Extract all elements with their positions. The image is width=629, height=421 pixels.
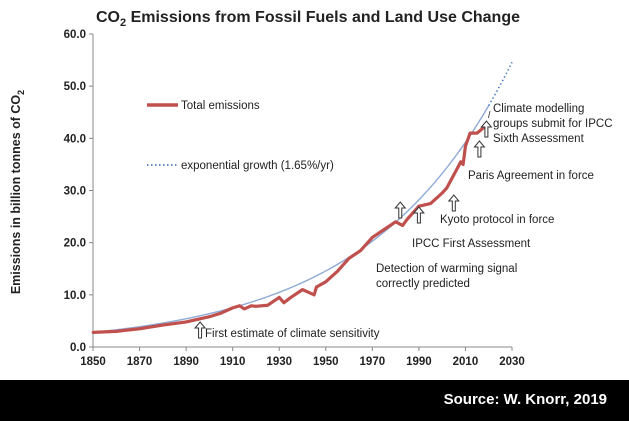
x-tick-label: 1870 (127, 356, 153, 368)
x-tick-label: 1910 (220, 356, 246, 368)
data-point (468, 131, 472, 135)
annotation-label: Climate modelling (493, 103, 584, 115)
annotation-arrow (412, 206, 425, 224)
x-tick-label: 1970 (360, 356, 386, 368)
annotation-label: Detection of warming signal (376, 263, 517, 275)
data-point (336, 269, 339, 273)
data-point (324, 280, 328, 284)
source-text: Source: W. Knorr, 2019 (443, 391, 607, 408)
annotation-leader (488, 110, 491, 119)
y-axis-label: Emissions in billion tonnes of CO2 (9, 90, 26, 294)
data-point (475, 131, 479, 135)
annotation-label: Paris Agreement in force (468, 170, 594, 182)
data-point (238, 304, 242, 308)
data-point (401, 224, 404, 227)
annotation-arrow (194, 321, 207, 339)
data-point (138, 327, 141, 331)
y-tick-label: 50.0 (64, 81, 86, 93)
annotation-arrow (394, 201, 407, 219)
series-total-emissions-line (92, 124, 488, 334)
data-point (370, 236, 374, 239)
annotation-arrow (480, 120, 493, 138)
x-tick-label: 1850 (80, 356, 106, 368)
x-tick-label: 1990 (406, 356, 432, 368)
data-point (282, 301, 286, 305)
legend-label-total: Total emissions (181, 100, 260, 112)
y-tick-label: 40.0 (64, 133, 86, 145)
data-point (394, 220, 398, 224)
data-point (277, 296, 281, 299)
x-tick-label: 1950 (313, 356, 339, 368)
series-exponential-line (92, 105, 490, 334)
data-point (207, 315, 211, 319)
annotation-label: IPCC First Assessment (412, 238, 531, 250)
legend-label-exponential: exponential growth (1.65%/yr) (181, 160, 334, 172)
data-point (219, 311, 223, 315)
annotation-arrow (447, 194, 460, 212)
data-point (440, 191, 444, 195)
data-point (347, 256, 351, 260)
series-exponential-dotted (488, 61, 513, 106)
data-point (359, 249, 363, 252)
data-point (254, 304, 258, 308)
chart-svg: CO2 Emissions from Fossil Fuels and Land… (9, 9, 613, 368)
x-tick-label: 1930 (266, 356, 292, 368)
data-point (417, 204, 421, 208)
data-point (429, 202, 432, 205)
data-point (445, 186, 449, 190)
annotation-label: Kyoto protocol in force (440, 214, 554, 226)
y-tick-label: 10.0 (64, 290, 86, 302)
x-tick-label: 1890 (173, 356, 199, 368)
annotation-label: Sixth Assessment (493, 133, 585, 145)
data-point (266, 303, 269, 307)
data-point (452, 173, 456, 177)
x-tick-label: 2030 (499, 356, 525, 368)
chart-area: CO2 Emissions from Fossil Fuels and Land… (9, 9, 613, 368)
data-point (461, 163, 465, 166)
data-point (249, 304, 253, 308)
data-point (464, 144, 467, 148)
annotation-label: groups submit for IPCC (493, 118, 613, 130)
data-point (459, 160, 463, 164)
annotation-arrow (473, 140, 486, 158)
data-point (231, 306, 235, 310)
data-point (242, 307, 246, 311)
data-point (91, 330, 95, 334)
annotation-label: First estimate of climate sensitivity (205, 328, 380, 340)
data-point (301, 288, 304, 292)
y-tick-label: 0.0 (70, 342, 86, 354)
data-point (184, 320, 188, 324)
data-point (315, 285, 318, 289)
y-tick-label: 30.0 (64, 186, 86, 198)
data-point (114, 329, 118, 333)
source-bar: Source: W. Knorr, 2019 (0, 380, 629, 421)
data-point (161, 323, 165, 327)
y-tick-label: 20.0 (64, 238, 86, 250)
chart-title: CO2 Emissions from Fossil Fuels and Land… (96, 9, 520, 29)
data-point (382, 228, 386, 232)
annotation-label: correctly predicted (376, 278, 470, 290)
data-point (289, 296, 293, 299)
x-tick-label: 2010 (453, 356, 479, 368)
y-tick-label: 60.0 (64, 29, 86, 41)
data-point (312, 293, 316, 297)
data-point (405, 217, 409, 221)
